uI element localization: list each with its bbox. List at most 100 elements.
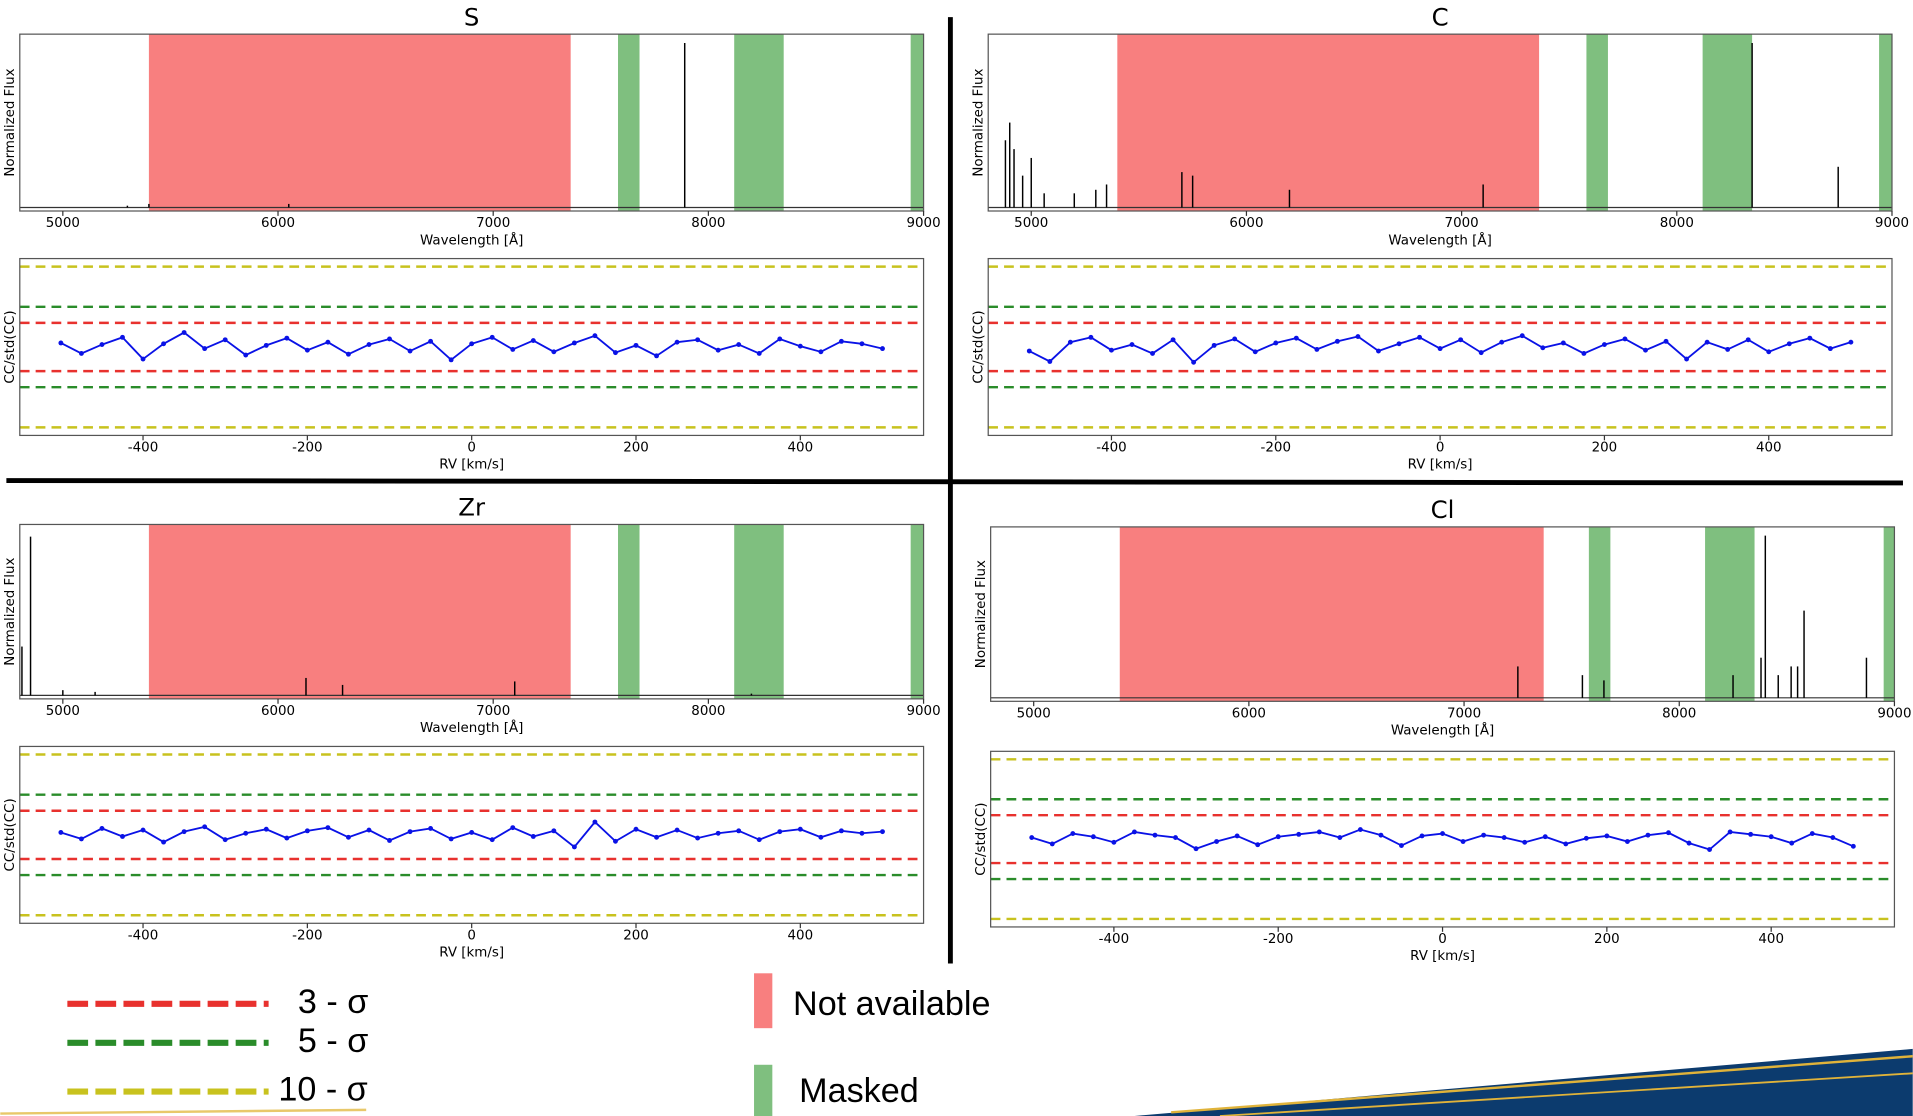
cc-point (100, 342, 105, 347)
cc-point (120, 834, 125, 839)
cc-point (1255, 842, 1260, 847)
cc-point (716, 348, 721, 353)
region (734, 524, 783, 698)
cc-point (1769, 834, 1774, 839)
cc-point (1235, 834, 1240, 839)
cc-point (1684, 357, 1689, 362)
cc-point (777, 829, 782, 834)
x-tick-label: 400 (788, 928, 814, 943)
cc-point (839, 339, 844, 344)
x-tick-label: 0 (467, 441, 476, 456)
y-axis-label: CC/std(CC) (3, 310, 18, 383)
x-tick-label: 200 (623, 441, 649, 456)
cc-point (387, 337, 392, 342)
x-tick-label: -400 (128, 928, 158, 943)
cc-point (860, 831, 865, 836)
divider (6, 481, 1903, 483)
region (149, 34, 571, 211)
cc-point (325, 825, 330, 830)
cc-point (1502, 835, 1507, 840)
x-tick-label: 9000 (1877, 707, 1911, 722)
cc-point (1355, 334, 1360, 339)
cc-point (1789, 841, 1794, 846)
cc-point (1563, 841, 1568, 846)
x-axis-label: RV [km/s] (1410, 949, 1475, 964)
cc-point (818, 349, 823, 354)
cc-point (1643, 348, 1648, 353)
cc-point (1111, 840, 1116, 845)
cc-point (243, 353, 248, 358)
cc-point (79, 351, 84, 356)
cc-point (1027, 349, 1032, 354)
cc-point (1438, 346, 1443, 351)
cc-point (634, 343, 639, 348)
legend-label: 3 - σ (298, 983, 368, 1021)
cc-point (1602, 342, 1607, 347)
cc-point (654, 835, 659, 840)
cc-point (1458, 337, 1463, 342)
cc-point (777, 337, 782, 342)
cc-point (1540, 345, 1545, 350)
cc-point (141, 357, 146, 362)
cc-point (592, 820, 597, 825)
legend-label: Masked (799, 1072, 919, 1110)
cc-point (1766, 349, 1771, 354)
x-tick-label: -200 (292, 441, 322, 456)
cc-point (1520, 333, 1525, 338)
x-tick-label: 0 (467, 928, 476, 943)
cc-point (346, 835, 351, 840)
cc-point (161, 840, 166, 845)
cc-point (182, 330, 187, 335)
cc-point (1828, 346, 1833, 351)
cc-point (1646, 833, 1651, 838)
cc-point (1810, 831, 1815, 836)
cc-point (1787, 341, 1792, 346)
cc-point (613, 350, 618, 355)
cc-point (634, 827, 639, 832)
x-tick-label: 7000 (1445, 216, 1479, 231)
region (734, 34, 783, 211)
cc-point (1440, 831, 1445, 836)
cc-point (1173, 835, 1178, 840)
x-tick-label: 5000 (46, 704, 80, 719)
cc-point (839, 828, 844, 833)
x-tick-label: 5000 (46, 216, 80, 231)
x-tick-label: 6000 (261, 704, 295, 719)
cc-point (1376, 349, 1381, 354)
x-tick-label: 6000 (261, 216, 295, 231)
cc-point (1479, 350, 1484, 355)
cc-point (1625, 839, 1630, 844)
cc-point (1848, 340, 1853, 345)
cc-point (1253, 349, 1258, 354)
legend: 3 - σ5 - σ10 - σNot availableMasked (67, 973, 990, 1116)
cc-point (449, 836, 454, 841)
cc-point (264, 827, 269, 832)
cc-point (1294, 336, 1299, 341)
cc-point (58, 830, 63, 835)
x-tick-label: -400 (128, 441, 158, 456)
x-tick-label: 5000 (1017, 707, 1051, 722)
cc-point (100, 826, 105, 831)
x-tick-label: 9000 (1875, 216, 1909, 231)
cc-point (223, 837, 228, 842)
x-tick-label: 5000 (1014, 216, 1048, 231)
cc-point (202, 824, 207, 829)
x-axis-label: Wavelength [Å] (420, 231, 523, 248)
cc-point (387, 838, 392, 843)
cc-point (1561, 341, 1566, 346)
cc-point (1214, 839, 1219, 844)
region (1117, 34, 1539, 211)
x-tick-label: 8000 (1660, 216, 1694, 231)
x-axis-label: RV [km/s] (1408, 458, 1473, 473)
cc-point (736, 828, 741, 833)
cc-point (182, 829, 187, 834)
cc-point (243, 831, 248, 836)
x-tick-label: 7000 (476, 216, 510, 231)
x-tick-label: 6000 (1229, 216, 1263, 231)
x-tick-label: 0 (1436, 441, 1445, 456)
cc-point (1070, 831, 1075, 836)
cc-point (202, 346, 207, 351)
cc-point (79, 836, 84, 841)
cc-point (1317, 830, 1322, 835)
cc-point (675, 828, 680, 833)
